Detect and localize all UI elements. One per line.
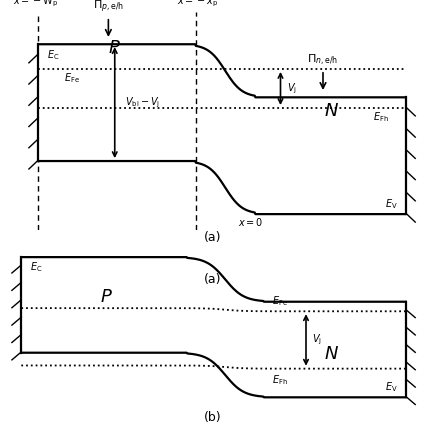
Text: $E_\mathrm{Fe}$: $E_\mathrm{Fe}$ (64, 72, 79, 86)
Text: $E_\mathrm{Fh}$: $E_\mathrm{Fh}$ (373, 111, 389, 124)
Text: $N$: $N$ (324, 345, 339, 363)
Text: (a): (a) (204, 273, 221, 286)
Text: $P$: $P$ (100, 288, 113, 306)
Text: $E_\mathrm{V}$: $E_\mathrm{V}$ (385, 380, 397, 394)
Text: (a): (a) (204, 231, 221, 244)
Text: $x=-\mathrm{W_p}$: $x=-\mathrm{W_p}$ (13, 0, 59, 9)
Text: $P$: $P$ (108, 39, 121, 57)
Text: $\Pi_{p,\mathrm{e/h}}$: $\Pi_{p,\mathrm{e/h}}$ (93, 0, 124, 15)
Text: $E_\mathrm{V}$: $E_\mathrm{V}$ (385, 197, 397, 210)
Text: $x=0$: $x=0$ (238, 216, 264, 228)
Text: $V_\mathrm{bi}-V_\mathrm{j}$: $V_\mathrm{bi}-V_\mathrm{j}$ (125, 95, 161, 110)
Text: $V_\mathrm{j}$: $V_\mathrm{j}$ (312, 333, 322, 347)
Text: $E_\mathrm{C}$: $E_\mathrm{C}$ (47, 48, 59, 62)
Text: $E_\mathrm{Fe}$: $E_\mathrm{Fe}$ (272, 294, 288, 308)
Text: $N$: $N$ (324, 103, 339, 121)
Text: (b): (b) (204, 412, 221, 424)
Text: $E_\mathrm{Fh}$: $E_\mathrm{Fh}$ (272, 374, 288, 387)
Text: $E_\mathrm{C}$: $E_\mathrm{C}$ (30, 260, 42, 274)
Text: $x=-x_\mathrm{p}$: $x=-x_\mathrm{p}$ (177, 0, 218, 9)
Text: $V_\mathrm{j}$: $V_\mathrm{j}$ (287, 81, 297, 96)
Text: $\Pi_{n,\mathrm{e/h}}$: $\Pi_{n,\mathrm{e/h}}$ (307, 53, 339, 68)
